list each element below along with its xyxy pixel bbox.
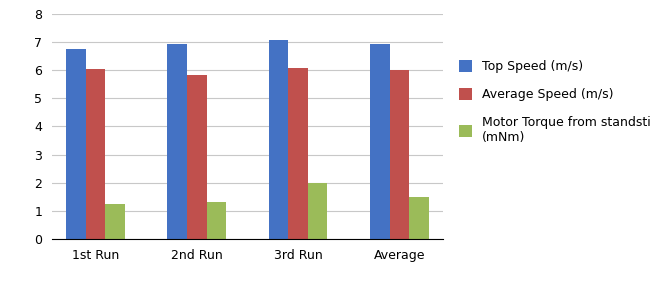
- Bar: [206, 202, 226, 239]
- Bar: [66, 49, 86, 239]
- Bar: [269, 40, 288, 239]
- Bar: [86, 69, 105, 239]
- Bar: [308, 183, 327, 239]
- Bar: [389, 70, 409, 239]
- Bar: [187, 75, 206, 239]
- Bar: [167, 44, 187, 239]
- Bar: [105, 204, 125, 239]
- Bar: [409, 197, 428, 239]
- Legend: Top Speed (m/s), Average Speed (m/s), Motor Torque from standstill
(mNm): Top Speed (m/s), Average Speed (m/s), Mo…: [453, 54, 651, 151]
- Bar: [288, 68, 308, 239]
- Bar: [370, 44, 389, 239]
